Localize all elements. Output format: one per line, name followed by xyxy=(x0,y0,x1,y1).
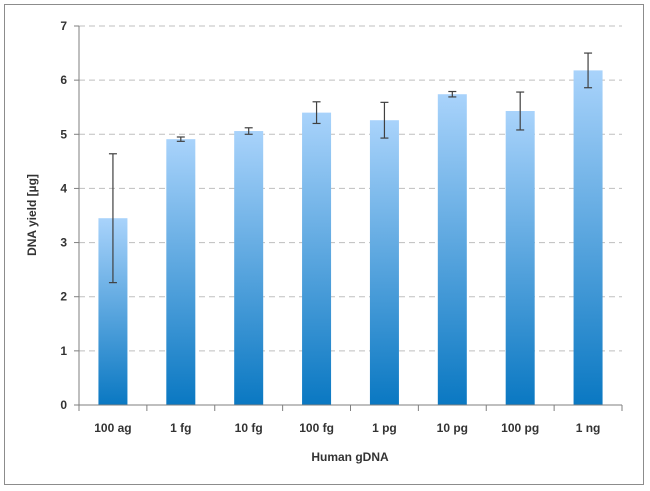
x-tick-label: 10 pg xyxy=(437,421,468,435)
tick-labels: 0 1 2 3 4 5 6 7 100 ag 1 fg 10 fg 100 fg 1 pg 10 pg 10… xyxy=(60,19,600,435)
y-tick-label: 7 xyxy=(60,19,67,33)
bar xyxy=(234,131,264,405)
x-tick-label: 100 fg xyxy=(299,421,334,435)
y-tick-label: 4 xyxy=(60,181,67,195)
axes xyxy=(74,25,623,411)
x-tick-label: 100 ag xyxy=(94,421,131,435)
error-bar xyxy=(176,136,185,142)
y-tick-label: 1 xyxy=(60,344,67,358)
bar xyxy=(573,70,603,405)
error-bar xyxy=(380,101,389,139)
y-tick-label: 2 xyxy=(60,290,67,304)
y-axis-title: DNA yield [µg] xyxy=(25,174,39,256)
x-tick-label: 1 fg xyxy=(170,421,191,435)
bar xyxy=(437,94,467,405)
error-bar xyxy=(516,91,525,131)
x-tick-label: 100 pg xyxy=(501,421,539,435)
error-bar xyxy=(108,153,117,284)
error-bar xyxy=(448,90,457,98)
x-tick-label: 1 pg xyxy=(372,421,397,435)
bars xyxy=(98,52,603,406)
x-axis-title: Human gDNA xyxy=(311,450,389,464)
y-tick-label: 5 xyxy=(60,127,67,141)
error-bar xyxy=(244,127,253,135)
x-tick-label: 1 ng xyxy=(576,421,601,435)
bar xyxy=(369,120,399,406)
error-bar xyxy=(312,101,321,125)
y-tick-label: 3 xyxy=(60,236,67,250)
bar xyxy=(302,112,332,405)
y-tick-label: 6 xyxy=(60,73,67,87)
bar xyxy=(505,111,535,406)
y-tick-label: 0 xyxy=(60,398,67,412)
gridlines xyxy=(79,25,622,352)
bar xyxy=(166,139,196,405)
x-tick-label: 10 fg xyxy=(235,421,263,435)
error-bar xyxy=(584,52,593,89)
